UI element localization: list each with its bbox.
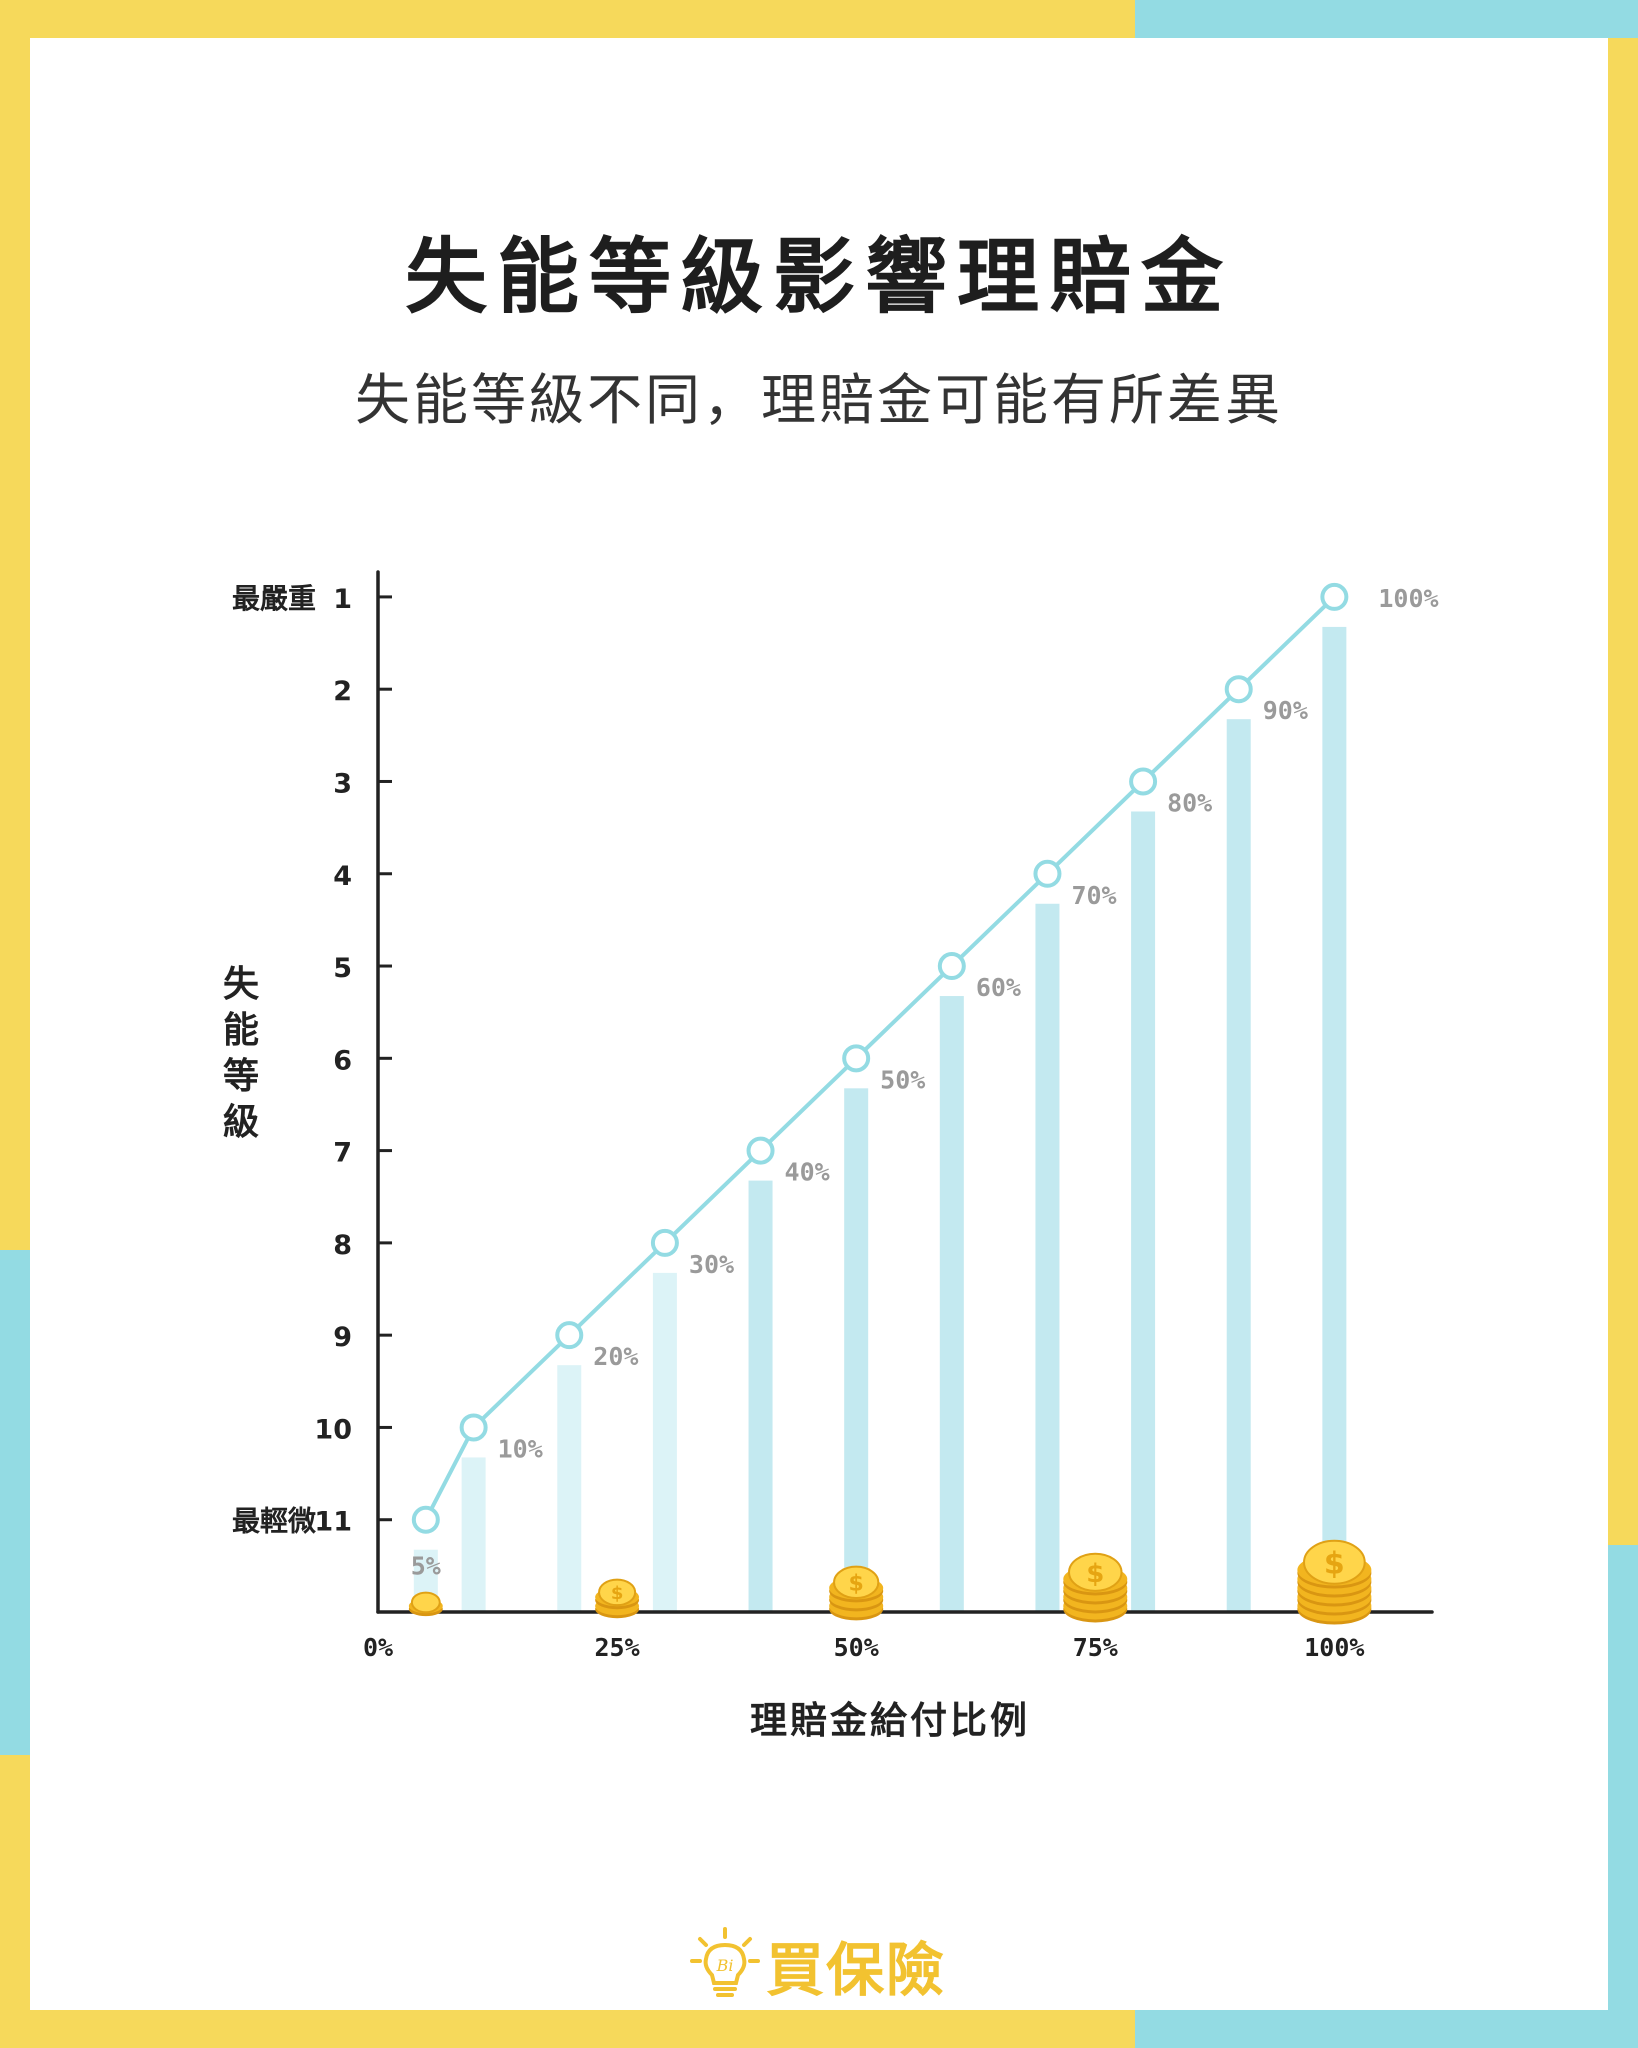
bar [1131,811,1156,1612]
x-tick-label: 25% [595,1633,640,1662]
y-tick-label: 3 [333,768,352,799]
data-label: 40% [785,1158,830,1187]
bar [461,1457,486,1612]
x-axis-title: 理賠金給付比例 [750,1699,1030,1742]
data-label: 80% [1167,788,1212,817]
page-title: 失能等級影響理賠金 [404,230,1233,325]
y-tick-label: 4 [333,861,352,892]
data-point [746,1136,775,1165]
data-label: 60% [976,973,1021,1002]
data-label: 100% [1378,584,1438,613]
coin-stack-icon: $ [1297,1539,1372,1625]
x-tick-label: 100% [1304,1633,1364,1662]
y-tick-label: 8 [333,1230,352,1261]
y-tick-label: 9 [333,1322,352,1353]
data-label: 90% [1263,696,1308,725]
data-label: 70% [1071,881,1116,910]
svg-text:$: $ [1086,1559,1104,1589]
data-point [650,1228,679,1257]
frame-strip-top-cyan [1135,0,1638,38]
y-tick-desc: 最輕微 [232,1505,316,1538]
y-tick-label: 11 [314,1507,352,1538]
data-point [459,1413,488,1442]
data-label: 30% [689,1250,734,1279]
data-point [1033,859,1062,888]
bar [557,1365,582,1612]
y-tick-label: 10 [314,1414,352,1445]
data-point [555,1321,584,1350]
x-tick-label: 75% [1073,1633,1118,1662]
svg-text:$: $ [1324,1546,1345,1581]
coin-stack-icon: $ [829,1565,884,1621]
x-tick-label: 50% [834,1633,879,1662]
brand-logo: Bi 買保險 [690,1925,946,2005]
data-label: 20% [593,1342,638,1371]
lightbulb-icon: Bi [690,1927,760,1997]
data-point [937,952,966,981]
y-axis-title: 失能等級 [223,964,260,1143]
coin-stack-icon: $ [595,1578,640,1619]
bar [748,1180,773,1612]
coin-stack-icon: $ [1063,1552,1128,1623]
data-point [842,1044,871,1073]
bar [1035,903,1060,1612]
data-label: 5% [411,1552,441,1581]
data-label: 10% [498,1434,543,1463]
bar [844,1088,869,1612]
data-point [1129,767,1158,796]
brand-name: 買保險 [766,1936,947,2004]
data-point [1224,675,1253,704]
frame-strip-right-cyan [1608,1545,1638,2010]
y-tick-label: 5 [333,953,352,984]
y-tick-label: 2 [333,676,352,707]
bar [652,1272,677,1612]
y-tick-desc: 最嚴重 [232,582,316,615]
x-tick-label: 0% [363,1633,393,1662]
page-subtitle: 失能等級不同，理賠金可能有所差異 [354,368,1283,432]
frame-strip-bottom-cyan [1135,2010,1638,2048]
bar [1322,626,1347,1612]
data-label: 50% [880,1065,925,1094]
bar [1226,719,1251,1612]
svg-text:$: $ [849,1571,864,1596]
data-point [411,1505,440,1534]
y-tick-label: 6 [333,1045,352,1076]
bar [939,996,964,1612]
frame-strip-left-cyan [0,1250,30,1755]
coin-stack-icon [408,1591,443,1617]
svg-text:$: $ [611,1583,624,1604]
data-point [1320,582,1349,611]
y-tick-label: 1 [333,584,352,615]
y-tick-label: 7 [333,1138,352,1169]
svg-text:Bi: Bi [716,1956,734,1975]
